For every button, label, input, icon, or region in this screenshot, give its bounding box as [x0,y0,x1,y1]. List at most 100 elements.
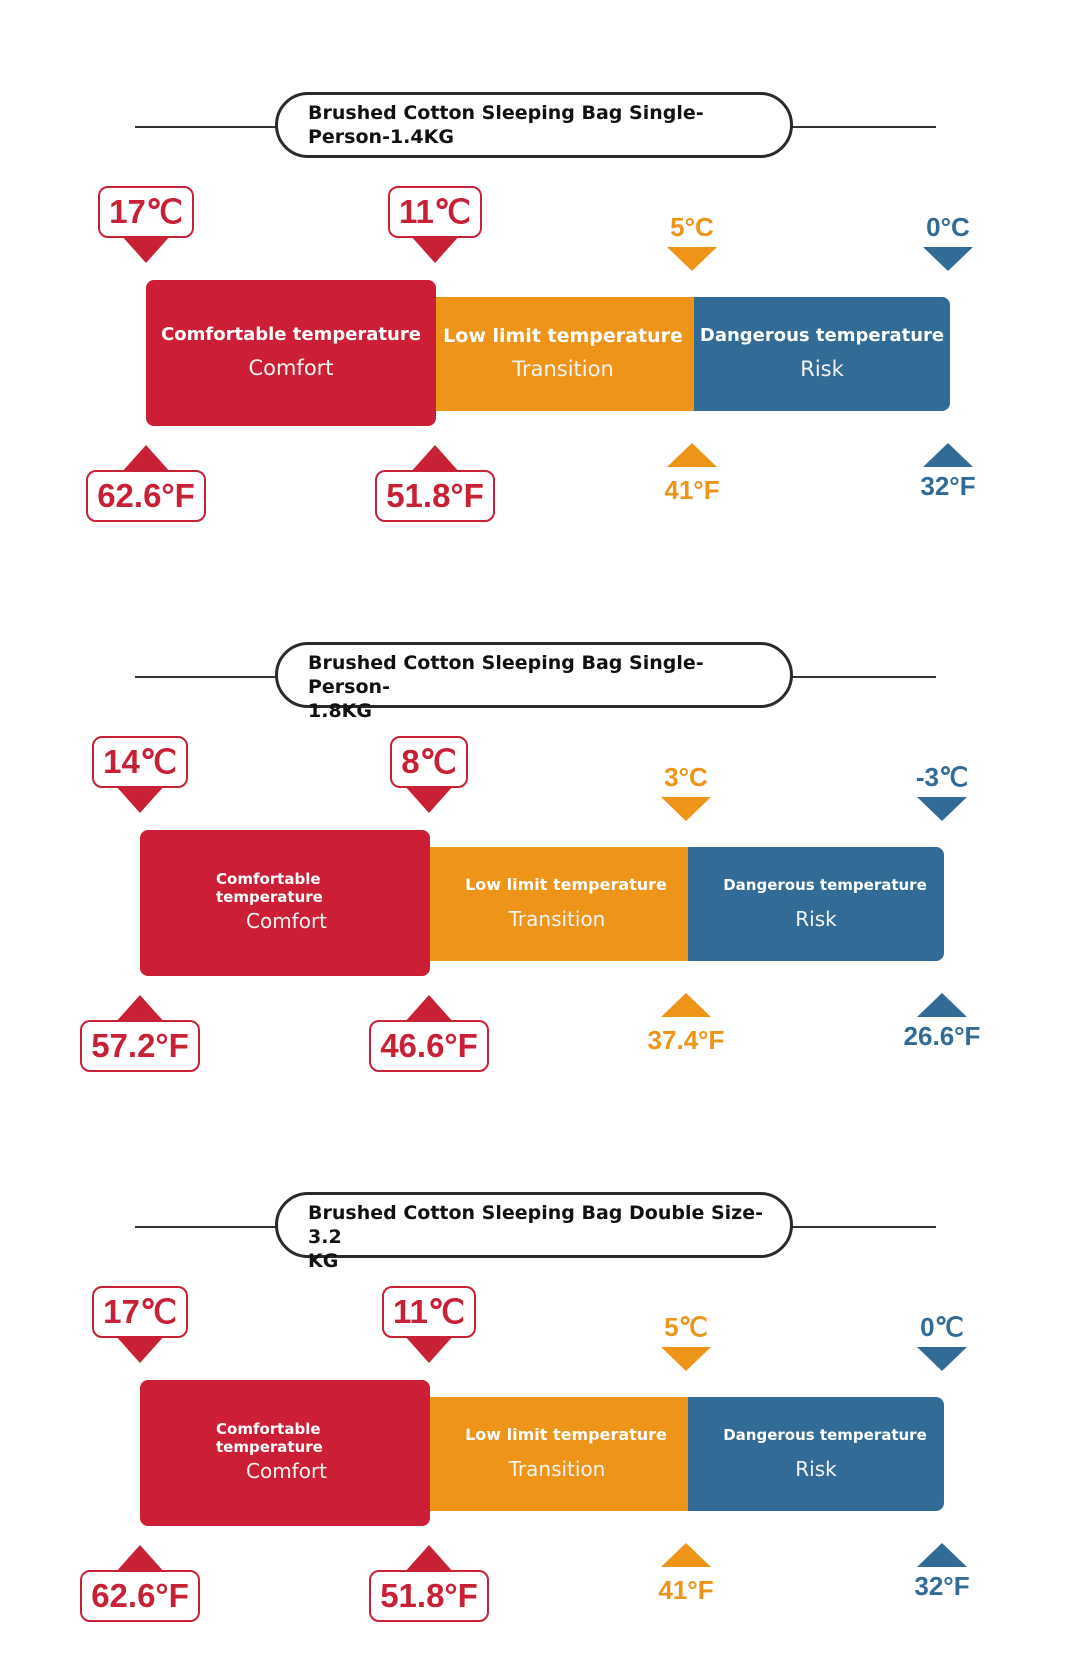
temperature-chart-2: Brushed Cotton Sleeping Bag Single-Perso… [0,550,1080,1072]
fahrenheit-value-box: 51.8°F [369,1570,489,1622]
down-arrow-icon [661,797,711,821]
temperature-chart-1: Brushed Cotton Sleeping Bag Single- Pers… [0,0,1080,522]
zone-transition: Low limit temperature Transition [426,1397,688,1511]
fahrenheit-value: 41°F [664,475,720,505]
fahrenheit-value-box: 51.8°F [375,470,495,522]
product-title-line-1: Brushed Cotton Sleeping Bag Double Size-… [308,1202,764,1248]
celsius-value: 0°C [926,212,970,242]
fahrenheit-value-box: 62.6°F [80,1570,200,1622]
product-title-badge: Brushed Cotton Sleeping Bag Single-Perso… [275,642,793,722]
zone-name: Low limit temperature [443,325,683,347]
celsius-marker-comfort: 14℃ [80,736,200,813]
zone-comfort: Comfortable temperature Comfort [140,830,430,976]
product-title-badge: Brushed Cotton Sleeping Bag Double Size-… [275,1192,793,1272]
title-rule-right [788,126,936,128]
fahrenheit-marker-risk: 26.6°F [882,993,1002,1051]
zone-name-line-2: temperature [216,888,323,906]
product-title-line-1: Brushed Cotton Sleeping Bag Single- [308,102,704,124]
up-arrow-icon [917,1543,967,1567]
celsius-marker-transition: 5℃ [626,1312,746,1371]
celsius-marker-risk: -3℃ [882,762,1002,821]
fahrenheit-value: 32°F [920,471,976,501]
celsius-marker-risk: 0°C [888,212,1008,271]
zone-label: Comfort [246,909,328,933]
fahrenheit-value: 37.4°F [647,1025,725,1055]
product-title-line-2: 1.8KG [308,700,372,722]
zone-transition: Low limit temperature Transition [426,847,688,961]
product-title-line-2: KG [308,1250,339,1272]
zone-name: Low limit temperature [465,875,667,894]
fahrenheit-marker-comfort: 62.6°F [80,1545,200,1622]
zone-comfort: Comfortable temperature Comfort [140,1380,430,1526]
down-arrow-icon [661,1347,711,1371]
zone-name-line-2: temperature [216,1438,323,1456]
celsius-value-box: 11℃ [388,186,482,238]
zone-label: Transition [508,1457,606,1481]
down-arrow-icon [667,247,717,271]
up-arrow-icon [923,443,973,467]
zone-label: Comfort [246,1459,328,1483]
celsius-value: 5℃ [664,1312,708,1342]
down-arrow-icon [115,1335,165,1363]
fahrenheit-marker-risk: 32°F [882,1543,1002,1601]
zone-comfort: Comfortable temperature Comfort [146,280,436,426]
up-arrow-icon [661,1543,711,1567]
fahrenheit-marker-low-limit: 51.8°F [375,445,495,522]
down-arrow-icon [115,785,165,813]
fahrenheit-marker-low-limit: 51.8°F [369,1545,489,1622]
celsius-marker-risk: 0℃ [882,1312,1002,1371]
zone-label: Risk [795,1457,837,1481]
up-arrow-icon [917,993,967,1017]
celsius-marker-low-limit: 11℃ [375,186,495,263]
zone-risk: Dangerous temperature Risk [688,1397,944,1511]
fahrenheit-marker-transition: 41°F [626,1543,746,1605]
up-arrow-icon [661,993,711,1017]
zone-name: Dangerous temperature [723,876,927,894]
celsius-value: -3℃ [915,762,969,792]
down-arrow-icon [410,235,460,263]
title-rule-right [788,676,936,678]
fahrenheit-marker-transition: 37.4°F [626,993,746,1055]
celsius-value: 0℃ [920,1312,964,1342]
zone-name: Dangerous temperature [723,1426,927,1444]
fahrenheit-value: 26.6°F [903,1021,981,1051]
celsius-value-box: 17℃ [98,186,194,238]
zone-name: Comfortable temperature [161,324,421,345]
celsius-value-box: 11℃ [382,1286,476,1338]
temperature-chart-3: Brushed Cotton Sleeping Bag Double Size-… [0,1100,1080,1622]
zone-name: Dangerous temperature [699,325,945,346]
fahrenheit-value-box: 46.6°F [369,1020,489,1072]
fahrenheit-marker-comfort: 62.6°F [86,445,206,522]
title-rule-left [135,126,280,128]
fahrenheit-value: 41°F [658,1575,714,1605]
down-arrow-icon [917,1347,967,1371]
down-arrow-icon [923,247,973,271]
fahrenheit-value: 32°F [914,1571,970,1601]
up-arrow-icon [115,995,165,1023]
product-title: Brushed Cotton Sleeping Bag Single- Pers… [308,101,768,149]
product-title: Brushed Cotton Sleeping Bag Double Size-… [308,1201,768,1273]
celsius-marker-transition: 5°C [632,212,752,271]
title-rule-left [135,1226,280,1228]
fahrenheit-marker-transition: 41°F [632,443,752,505]
down-arrow-icon [404,785,454,813]
up-arrow-icon [667,443,717,467]
product-title-line-2: Person-1.4KG [308,126,454,148]
zone-label: Transition [512,357,614,381]
celsius-value-box: 8℃ [390,736,468,788]
zone-transition: Low limit temperature Transition [432,297,694,411]
fahrenheit-marker-comfort: 57.2°F [80,995,200,1072]
fahrenheit-value-box: 57.2°F [80,1020,200,1072]
zone-risk: Dangerous temperature Risk [694,297,950,411]
fahrenheit-marker-low-limit: 46.6°F [369,995,489,1072]
zone-label: Risk [800,357,844,381]
up-arrow-icon [410,445,460,473]
celsius-marker-comfort: 17℃ [86,186,206,263]
celsius-marker-low-limit: 11℃ [369,1286,489,1363]
up-arrow-icon [115,1545,165,1573]
up-arrow-icon [404,995,454,1023]
title-rule-left [135,676,280,678]
down-arrow-icon [121,235,171,263]
celsius-value-box: 14℃ [92,736,188,788]
zone-name-line-1: Comfortable [216,1420,321,1438]
